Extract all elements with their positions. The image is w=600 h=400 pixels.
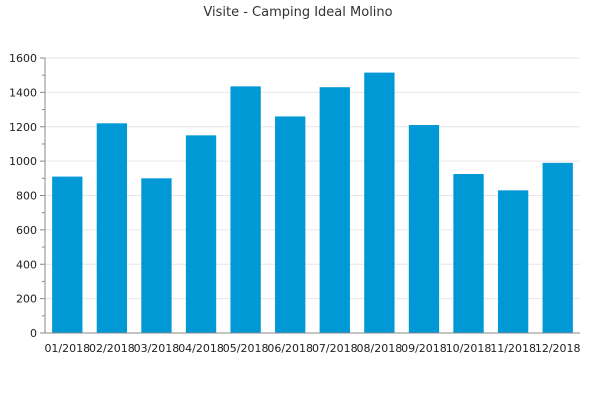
x-tick-label: 08/2018: [357, 342, 403, 355]
x-tick-label: 01/2018: [44, 342, 90, 355]
bar-2[interactable]: [96, 123, 128, 333]
bar-12[interactable]: [542, 162, 573, 333]
bar-5[interactable]: [230, 86, 261, 333]
x-axis-tick-labels: 01/201802/201803/201804/201805/201806/20…: [44, 342, 580, 355]
bar-3[interactable]: [141, 178, 172, 333]
axes: [40, 57, 580, 334]
y-tick-label: 400: [16, 258, 37, 271]
bar-11[interactable]: [497, 190, 529, 333]
y-tick-label: 800: [16, 190, 37, 203]
x-tick-label: 06/2018: [267, 342, 313, 355]
bars: [52, 72, 573, 333]
chart-title: Visite - Camping Ideal Molino: [203, 5, 392, 20]
grid-lines: [45, 57, 580, 300]
y-tick-label: 600: [16, 224, 37, 237]
x-tick-label: 10/2018: [446, 342, 492, 355]
y-tick-label: 200: [16, 293, 37, 306]
y-tick-label: 1600: [9, 52, 37, 65]
bar-6[interactable]: [275, 116, 306, 333]
x-tick-label: 07/2018: [312, 342, 358, 355]
bar-9[interactable]: [408, 125, 440, 333]
y-tick-label: 0: [30, 327, 37, 340]
x-tick-label: 12/2018: [535, 342, 581, 355]
y-tick-label: 1000: [9, 155, 37, 168]
bar-4[interactable]: [185, 135, 217, 333]
y-axis-tick-labels: 0 200 400 600 800 1000 1200 1400 1600: [9, 52, 37, 340]
x-tick-label: 09/2018: [401, 342, 447, 355]
y-tick-label: 1400: [9, 86, 37, 99]
x-tick-label: 03/2018: [134, 342, 180, 355]
y-tick-label: 1200: [9, 121, 37, 134]
x-tick-label: 02/2018: [89, 342, 135, 355]
bar-8[interactable]: [364, 72, 395, 333]
bar-10[interactable]: [453, 174, 484, 333]
x-tick-label: 05/2018: [223, 342, 269, 355]
bar-1[interactable]: [52, 176, 83, 333]
bar-7[interactable]: [319, 87, 350, 333]
x-tick-label: 11/2018: [490, 342, 536, 355]
x-tick-label: 04/2018: [178, 342, 224, 355]
